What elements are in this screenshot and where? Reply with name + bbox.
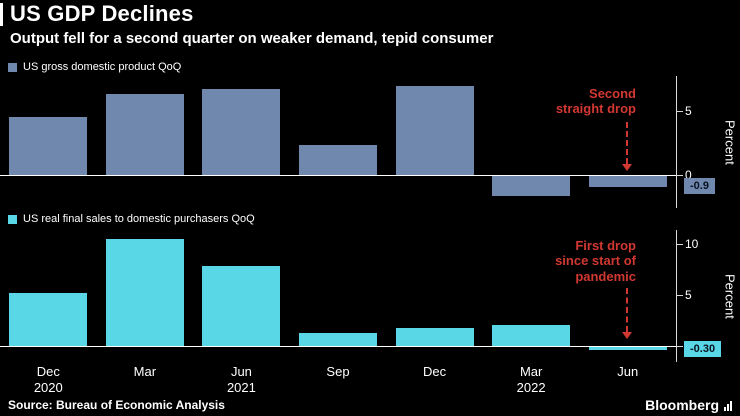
bloomberg-wordmark: Bloomberg xyxy=(645,397,719,413)
y-axis-line xyxy=(676,230,677,362)
last-value-badge: -0.30 xyxy=(684,340,722,357)
bar xyxy=(588,175,667,188)
x-axis-labels: Dec Mar Jun Sep Dec Mar Jun 2020 2021 2022 xyxy=(0,364,676,396)
annotation-arrowhead-icon xyxy=(622,164,632,171)
bloomberg-brand: Bloomberg xyxy=(645,397,732,413)
legend-label-gdp: US gross domestic product QoQ xyxy=(23,61,182,73)
y-tick-label: 5 xyxy=(685,287,692,302)
bar xyxy=(9,292,88,346)
footer: Source: Bureau of Economic Analysis Bloo… xyxy=(0,394,740,416)
bar xyxy=(9,117,88,175)
legend-label-final-sales: US real final sales to domestic purchase… xyxy=(23,213,255,225)
x-label-month: Jun xyxy=(230,364,252,379)
annotation-arrow-line xyxy=(626,288,628,332)
bar xyxy=(105,93,184,175)
title-cursor xyxy=(0,3,3,26)
y-axis-title-gdp: Percent xyxy=(722,119,738,165)
annotation-arrowhead-icon xyxy=(622,332,632,339)
y-tick xyxy=(676,110,683,112)
bar xyxy=(202,265,281,346)
x-label-month: Sep xyxy=(326,364,350,379)
bar xyxy=(492,325,571,346)
x-label-year: 2021 xyxy=(226,380,256,395)
page-title: US GDP Declines xyxy=(10,1,194,26)
bar xyxy=(299,145,377,175)
page-subtitle: Output fell for a second quarter on weak… xyxy=(10,30,494,47)
bloomberg-chart-icon xyxy=(723,401,732,413)
x-label-year: 2022 xyxy=(516,380,546,395)
y-tick xyxy=(676,244,683,246)
x-label-month: Dec xyxy=(36,364,60,379)
bar xyxy=(492,175,571,197)
source-credit: Source: Bureau of Economic Analysis xyxy=(8,398,225,412)
y-tick-label: 5 xyxy=(685,103,692,118)
legend-swatch-gdp-icon xyxy=(8,62,17,72)
gdp-qoq-chart: 0 5 -0.9 xyxy=(0,76,740,208)
y-tick xyxy=(676,294,683,296)
bar xyxy=(105,239,184,346)
bar xyxy=(588,346,667,350)
zero-line xyxy=(0,345,676,347)
y-tick xyxy=(676,345,683,347)
y-axis-title-final-sales: Percent xyxy=(722,273,738,319)
annotation-arrow-line xyxy=(626,122,628,164)
annotation-second-straight-drop: Second straight drop xyxy=(555,86,636,117)
annotation-first-drop-pandemic: First drop since start of pandemic xyxy=(555,238,636,284)
x-label-year: 2020 xyxy=(33,380,63,395)
y-tick-label: 10 xyxy=(685,237,699,252)
bar xyxy=(299,332,377,346)
y-tick xyxy=(676,174,683,176)
legend-final-sales: US real final sales to domestic purchase… xyxy=(8,212,255,226)
bar xyxy=(202,88,281,175)
x-label-month: Mar xyxy=(519,364,543,379)
y-axis-line xyxy=(676,76,677,208)
x-label-month: Dec xyxy=(423,364,447,379)
final-sales-qoq-chart: 0510-0.30 xyxy=(0,230,740,362)
last-value-badge: -0.9 xyxy=(684,178,715,195)
bar xyxy=(395,86,474,175)
y-tick-label: 0 xyxy=(685,167,692,182)
legend-swatch-sales-icon xyxy=(8,214,17,224)
bar xyxy=(395,328,474,346)
legend-gdp: US gross domestic product QoQ xyxy=(8,60,181,74)
x-label-month: Jun xyxy=(617,364,639,379)
zero-line xyxy=(0,174,676,176)
x-label-month: Mar xyxy=(133,364,157,379)
